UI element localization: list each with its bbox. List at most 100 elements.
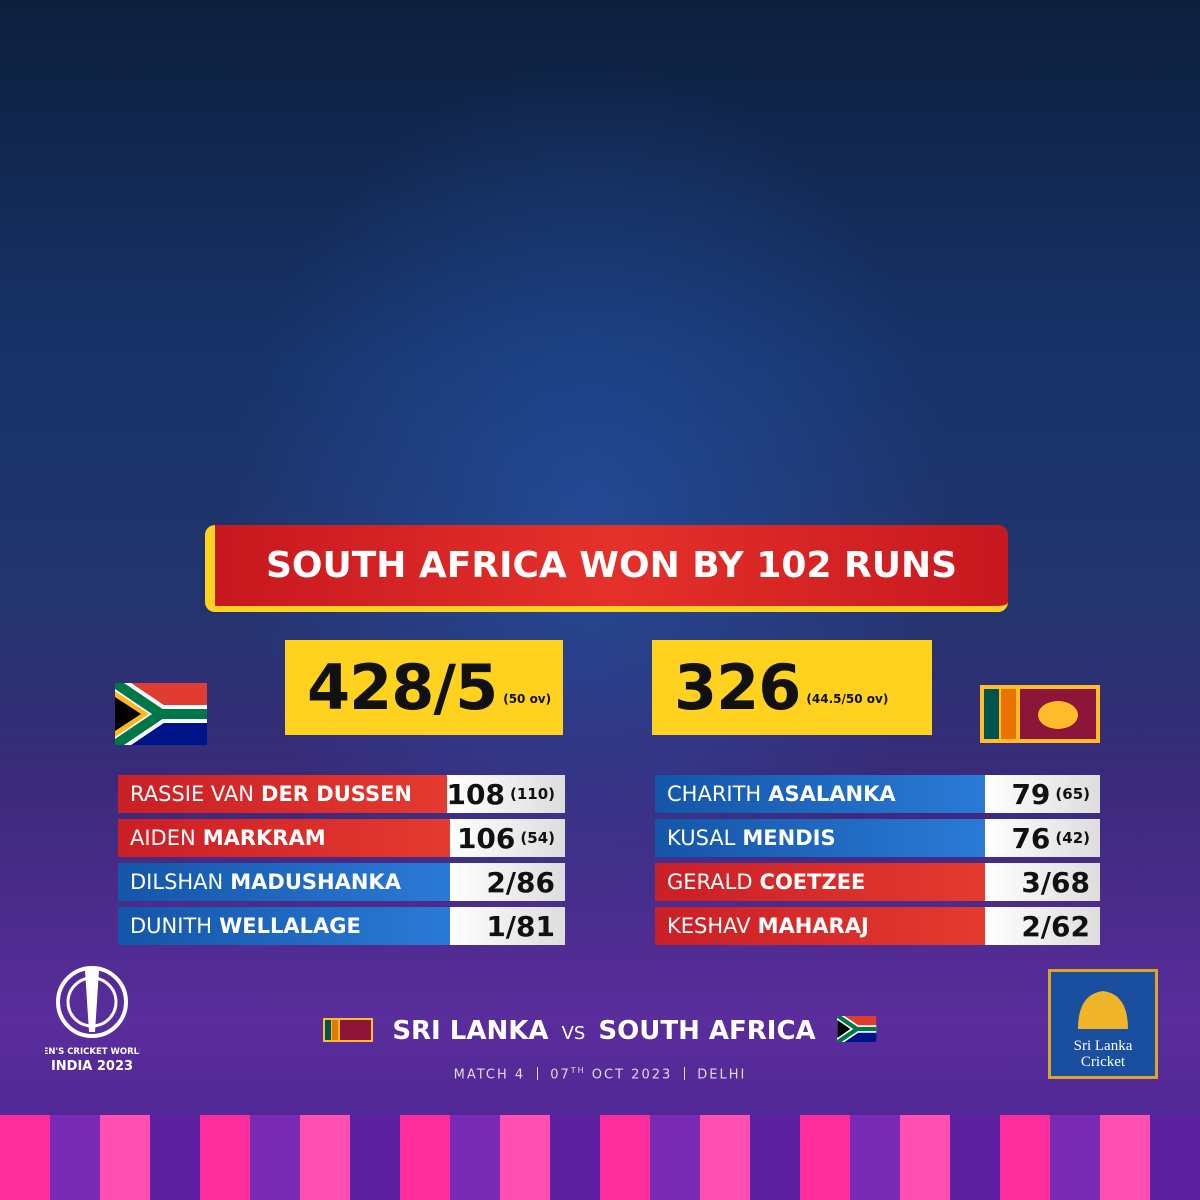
sri-lanka-flag — [323, 1018, 374, 1042]
fixture: SRI LANKA VS SOUTH AFRICA — [0, 1012, 1200, 1046]
performer-row: GERALD COETZEE 3/68 — [655, 863, 1100, 901]
score-box: 428/5 (50 ov) — [285, 640, 563, 735]
figure: 108 — [446, 777, 505, 811]
performer-row: AIDEN MARKRAM 106 (54) — [118, 819, 565, 857]
board-name: Sri Lanka — [1074, 1038, 1133, 1054]
pattern-tile — [350, 1115, 400, 1200]
figure: 76 — [1011, 821, 1051, 855]
performer-row: KUSAL MENDIS 76 (42) — [655, 819, 1100, 857]
figure-box: 76 (42) — [985, 819, 1100, 857]
board-name: Cricket — [1081, 1054, 1126, 1070]
first-name: GERALD — [667, 870, 753, 894]
pattern-tile — [450, 1115, 500, 1200]
player-name: KESHAV MAHARAJ — [655, 907, 985, 945]
balls: (110) — [509, 785, 555, 803]
performer-row: DUNITH WELLALAGE 1/81 — [118, 907, 565, 945]
figure-box: 3/68 — [985, 863, 1100, 901]
pattern-tile — [800, 1115, 850, 1200]
event-name: ICC MEN'S CRICKET WORLD CUP — [45, 1047, 140, 1057]
pattern-tile — [500, 1115, 550, 1200]
performer-row: RASSIE VAN DER DUSSEN 108 (110) — [118, 775, 565, 813]
first-name: CHARITH — [667, 782, 762, 806]
result-banner: SOUTH AFRICA WON BY 102 RUNS — [205, 525, 1008, 612]
figure-box: 1/81 — [450, 907, 565, 945]
last-name: WELLALAGE — [219, 914, 361, 938]
pattern-tile — [950, 1115, 1000, 1200]
last-name: COETZEE — [759, 870, 866, 894]
south-africa-flag — [835, 1012, 877, 1046]
match-date: OCT 2023 — [591, 1067, 673, 1083]
pattern-tile — [650, 1115, 700, 1200]
first-name: RASSIE VAN — [130, 782, 255, 806]
pattern-tile — [150, 1115, 200, 1200]
player-name: CHARITH ASALANKA — [655, 775, 985, 813]
score: 326 — [674, 651, 801, 724]
pattern-tile — [900, 1115, 950, 1200]
last-name: DER DUSSEN — [261, 782, 412, 806]
figure: 106 — [456, 821, 516, 855]
pattern-tile — [1050, 1115, 1100, 1200]
pattern-tile — [750, 1115, 800, 1200]
performers: CHARITH ASALANKA 79 (65) KUSAL MENDIS 76 (42) GE… — [655, 775, 1100, 951]
versus: VS — [561, 1023, 586, 1044]
figure: 1/81 — [486, 909, 555, 943]
result-text: SOUTH AFRICA WON BY 102 RUNS — [265, 545, 958, 586]
overs: (50 ov) — [503, 691, 552, 706]
last-name: MAHARAJ — [757, 914, 869, 938]
player-name: AIDEN MARKRAM — [118, 819, 450, 857]
figure: 3/68 — [1021, 865, 1090, 899]
first-name: DILSHAN — [130, 870, 224, 894]
first-name: KUSAL — [667, 826, 736, 850]
pattern-tile — [1000, 1115, 1050, 1200]
last-name: MADUSHANKA — [230, 870, 401, 894]
player-name: GERALD COETZEE — [655, 863, 985, 901]
pattern-band — [0, 1115, 1200, 1200]
venue: DELHI — [697, 1067, 747, 1083]
world-cup-logo: ICC MEN'S CRICKET WORLD CUP INDIA 2023 — [45, 966, 140, 1074]
performer-row: CHARITH ASALANKA 79 (65) — [655, 775, 1100, 813]
performer-row: KESHAV MAHARAJ 2/62 — [655, 907, 1100, 945]
away-team: SOUTH AFRICA — [598, 1016, 816, 1046]
pattern-tile — [50, 1115, 100, 1200]
pattern-tile — [400, 1115, 450, 1200]
pattern-tile — [1150, 1115, 1200, 1200]
last-name: MARKRAM — [202, 826, 326, 850]
last-name: ASALANKA — [768, 782, 896, 806]
first-name: AIDEN — [130, 826, 196, 850]
figure: 2/86 — [486, 865, 555, 899]
figure: 2/62 — [1021, 909, 1090, 943]
overs: (44.5/50 ov) — [806, 691, 889, 706]
balls: (54) — [520, 829, 555, 847]
balls: (42) — [1055, 829, 1090, 847]
last-name: MENDIS — [742, 826, 836, 850]
home-team: SRI LANKA — [392, 1016, 549, 1046]
sri-lanka-cricket-logo: Sri Lanka Cricket — [1048, 969, 1158, 1079]
pattern-tile — [100, 1115, 150, 1200]
score-box: 326 (44.5/50 ov) — [652, 640, 932, 735]
figure-box: 2/62 — [985, 907, 1100, 945]
match-day: 07 — [550, 1067, 571, 1083]
event-host: INDIA 2023 — [51, 1059, 133, 1074]
day-suffix: TH — [570, 1066, 586, 1075]
pattern-tile — [850, 1115, 900, 1200]
figure-box: 79 (65) — [985, 775, 1100, 813]
pattern-tile — [250, 1115, 300, 1200]
first-name: KESHAV — [667, 914, 751, 938]
player-name: RASSIE VAN DER DUSSEN — [118, 775, 447, 813]
south-africa-flag — [115, 683, 207, 745]
pattern-tile — [0, 1115, 50, 1200]
performer-row: DILSHAN MADUSHANKA 2/86 — [118, 863, 565, 901]
first-name: DUNITH — [130, 914, 213, 938]
figure: 79 — [1011, 777, 1051, 811]
match-number: MATCH 4 — [453, 1067, 526, 1083]
figure-box: 106 (54) — [450, 819, 565, 857]
balls: (65) — [1055, 785, 1090, 803]
figure-box: 2/86 — [450, 863, 565, 901]
player-name: KUSAL MENDIS — [655, 819, 985, 857]
performers: RASSIE VAN DER DUSSEN 108 (110) AIDEN MARKRAM… — [118, 775, 565, 951]
figure-box: 108 (110) — [446, 775, 565, 813]
pattern-tile — [700, 1115, 750, 1200]
score: 428/5 — [307, 651, 498, 724]
